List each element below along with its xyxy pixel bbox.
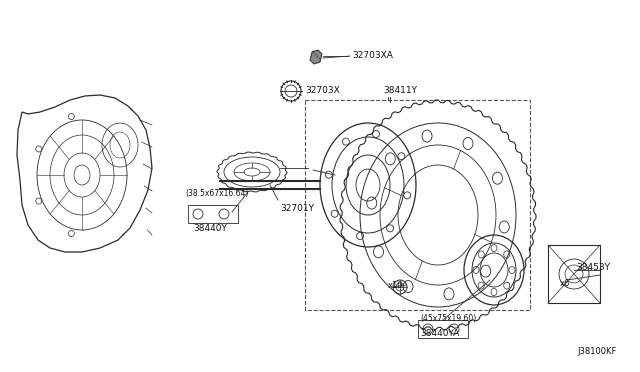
Text: 38411Y: 38411Y [383,86,417,94]
Text: x10: x10 [388,280,403,289]
Text: 32703XA: 32703XA [352,51,393,60]
Text: 38453Y: 38453Y [576,263,610,273]
Text: 38440Y: 38440Y [193,224,227,232]
Text: 32703X: 32703X [305,86,340,94]
Text: 38440YA: 38440YA [420,330,460,339]
Bar [548,245,600,303]
Bar [418,320,468,338]
Text: 32701Y: 32701Y [280,203,314,212]
Bar [188,205,238,223]
Text: (38.5x67x16.64): (38.5x67x16.64) [185,189,248,198]
Bar [305,100,530,310]
Text: x6: x6 [560,279,570,289]
Polygon shape [310,50,322,64]
Text: (45x75x19.60): (45x75x19.60) [420,314,476,323]
Text: J38100KF: J38100KF [578,347,617,356]
